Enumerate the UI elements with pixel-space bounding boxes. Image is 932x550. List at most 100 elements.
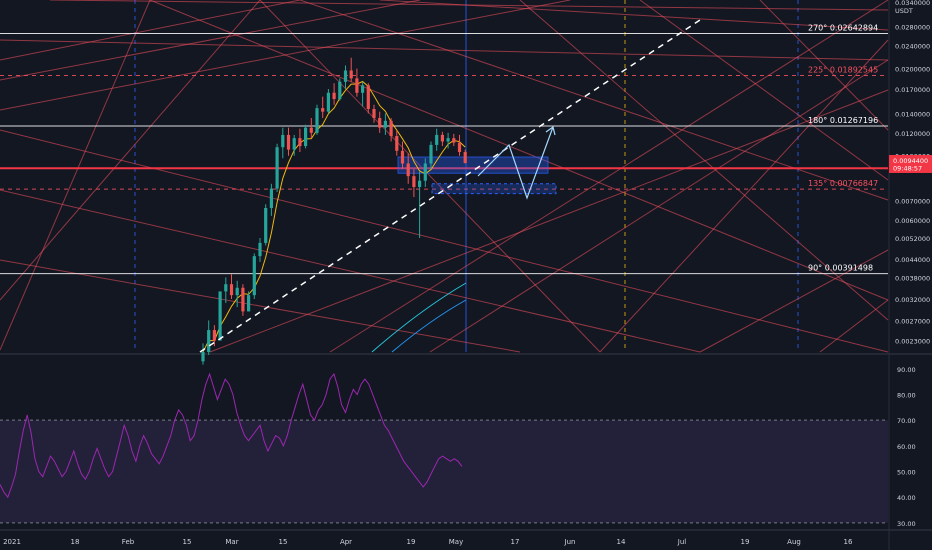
candle-body (395, 135, 399, 151)
candle-body (247, 295, 251, 312)
candle-body (321, 108, 325, 112)
price-axis-unit: USDT (895, 7, 913, 15)
time-axis-tick: 18 (71, 538, 80, 546)
price-axis-tick: 0.0038000 (895, 274, 930, 282)
price-axis-tick: 0.0060000 (895, 217, 930, 225)
time-axis-tick: 17 (511, 538, 520, 546)
candle-body (463, 152, 467, 163)
gann-fan-lines (0, 0, 889, 353)
time-axis[interactable]: 2021 18 Feb 15 Mar 15 Apr 19 May 17 Jun 14 Jul 19 Aug 1… (3, 538, 853, 546)
candle-body (446, 138, 450, 142)
price-axis-tick: 0.0052000 (895, 235, 930, 243)
gann-angle-line (379, 0, 889, 31)
projection-path (477, 126, 554, 200)
candle-body (361, 85, 365, 93)
demand-zones (397, 156, 557, 195)
candle-body (315, 108, 319, 133)
candle-body (435, 134, 439, 145)
moving-average-long (391, 299, 467, 353)
price-axis-tick: 0.0032000 (895, 296, 930, 304)
candle-body (264, 207, 268, 243)
rsi-band (0, 420, 888, 523)
candle-body (201, 352, 205, 362)
candle-body (429, 144, 433, 164)
price-axis-tick: 0.0280000 (895, 23, 930, 31)
candle-body (366, 85, 370, 110)
gann-angle-line (429, 59, 889, 353)
candle-body (292, 138, 296, 150)
time-axis-tick: Feb (122, 538, 135, 546)
candle-body (412, 176, 416, 187)
ascending-trendline (199, 19, 701, 353)
gann-angle-line (259, 0, 601, 353)
candle-body (452, 138, 456, 143)
candle-body (389, 120, 393, 136)
price-axis-tick: 0.0027000 (895, 317, 930, 325)
time-axis-tick: May (449, 538, 463, 546)
demand-zone-lower (431, 183, 557, 195)
current-price-value: 0.0094400 (893, 157, 928, 165)
candle-body (218, 291, 222, 341)
moving-average-slow (371, 282, 467, 353)
price-axis-tick: 0.0140000 (895, 110, 930, 118)
rsi-axis-tick: 80.00 (897, 392, 916, 400)
rsi-pane (0, 372, 888, 524)
gann-level-label: 180° 0.01267196 (808, 116, 878, 125)
price-axis-tick: 0.0070000 (895, 198, 930, 206)
candle-body (304, 127, 308, 147)
price-axis-tick: 0.0170000 (895, 86, 930, 94)
price-axis-tick: 0.0023000 (895, 338, 930, 346)
time-axis-tick: Mar (225, 538, 238, 546)
time-axis-tick: 19 (741, 538, 750, 546)
candle-body (349, 70, 353, 79)
candle-body (383, 120, 387, 128)
candle-body (269, 188, 273, 208)
gann-level-label: 135° 0.00766847 (808, 179, 878, 188)
date-markers (134, 0, 799, 352)
rsi-axis-tick: 60.00 (897, 443, 916, 451)
price-projection[interactable] (477, 125, 556, 200)
price-axis-tick: 0.0240000 (895, 43, 930, 51)
gann-angle-line (639, 0, 889, 181)
gann-angle-line (0, 129, 889, 353)
time-axis-tick: Aug (787, 538, 801, 546)
candle-body (457, 142, 462, 153)
time-axis-tick: 19 (407, 538, 416, 546)
gann-angle-line (0, 0, 421, 81)
candle-body (286, 134, 291, 150)
rsi-axis-tick: 40.00 (897, 494, 916, 502)
trendline[interactable] (199, 19, 701, 353)
gann-angle-line (0, 0, 301, 61)
candle-body (338, 81, 342, 100)
time-axis-tick: 15 (183, 538, 192, 546)
gann-angle-line (759, 0, 889, 131)
time-axis-tick: 14 (617, 538, 626, 546)
moving-average-line (202, 80, 466, 353)
rsi-axis-tick: 90.00 (897, 366, 916, 374)
candle-body (326, 92, 330, 112)
time-axis-tick: Jun (564, 538, 576, 546)
candlestick-series (201, 57, 467, 365)
candle-body (212, 330, 216, 341)
candle-body (372, 109, 376, 118)
gann-angle-line (0, 0, 571, 111)
gann-level-label: 225° 0.01892545 (808, 66, 878, 75)
projection-arrowhead (545, 125, 556, 136)
candle-body (235, 287, 239, 296)
candle-body (355, 78, 359, 93)
time-axis-tick: Jul (677, 538, 687, 546)
candle-body (400, 150, 405, 164)
candle-body (440, 134, 444, 142)
candle-body (281, 134, 285, 148)
time-axis-tick: 2021 (3, 538, 21, 546)
candle-body (207, 330, 211, 352)
candle-body (378, 117, 382, 128)
price-axis-tick: 0.0120000 (895, 130, 930, 138)
gann-angle-line (699, 249, 889, 353)
rsi-axis-tick: 50.00 (897, 469, 916, 477)
rsi-axis: 90.00 80.00 70.00 60.00 50.00 40.00 30.00 (897, 366, 916, 528)
